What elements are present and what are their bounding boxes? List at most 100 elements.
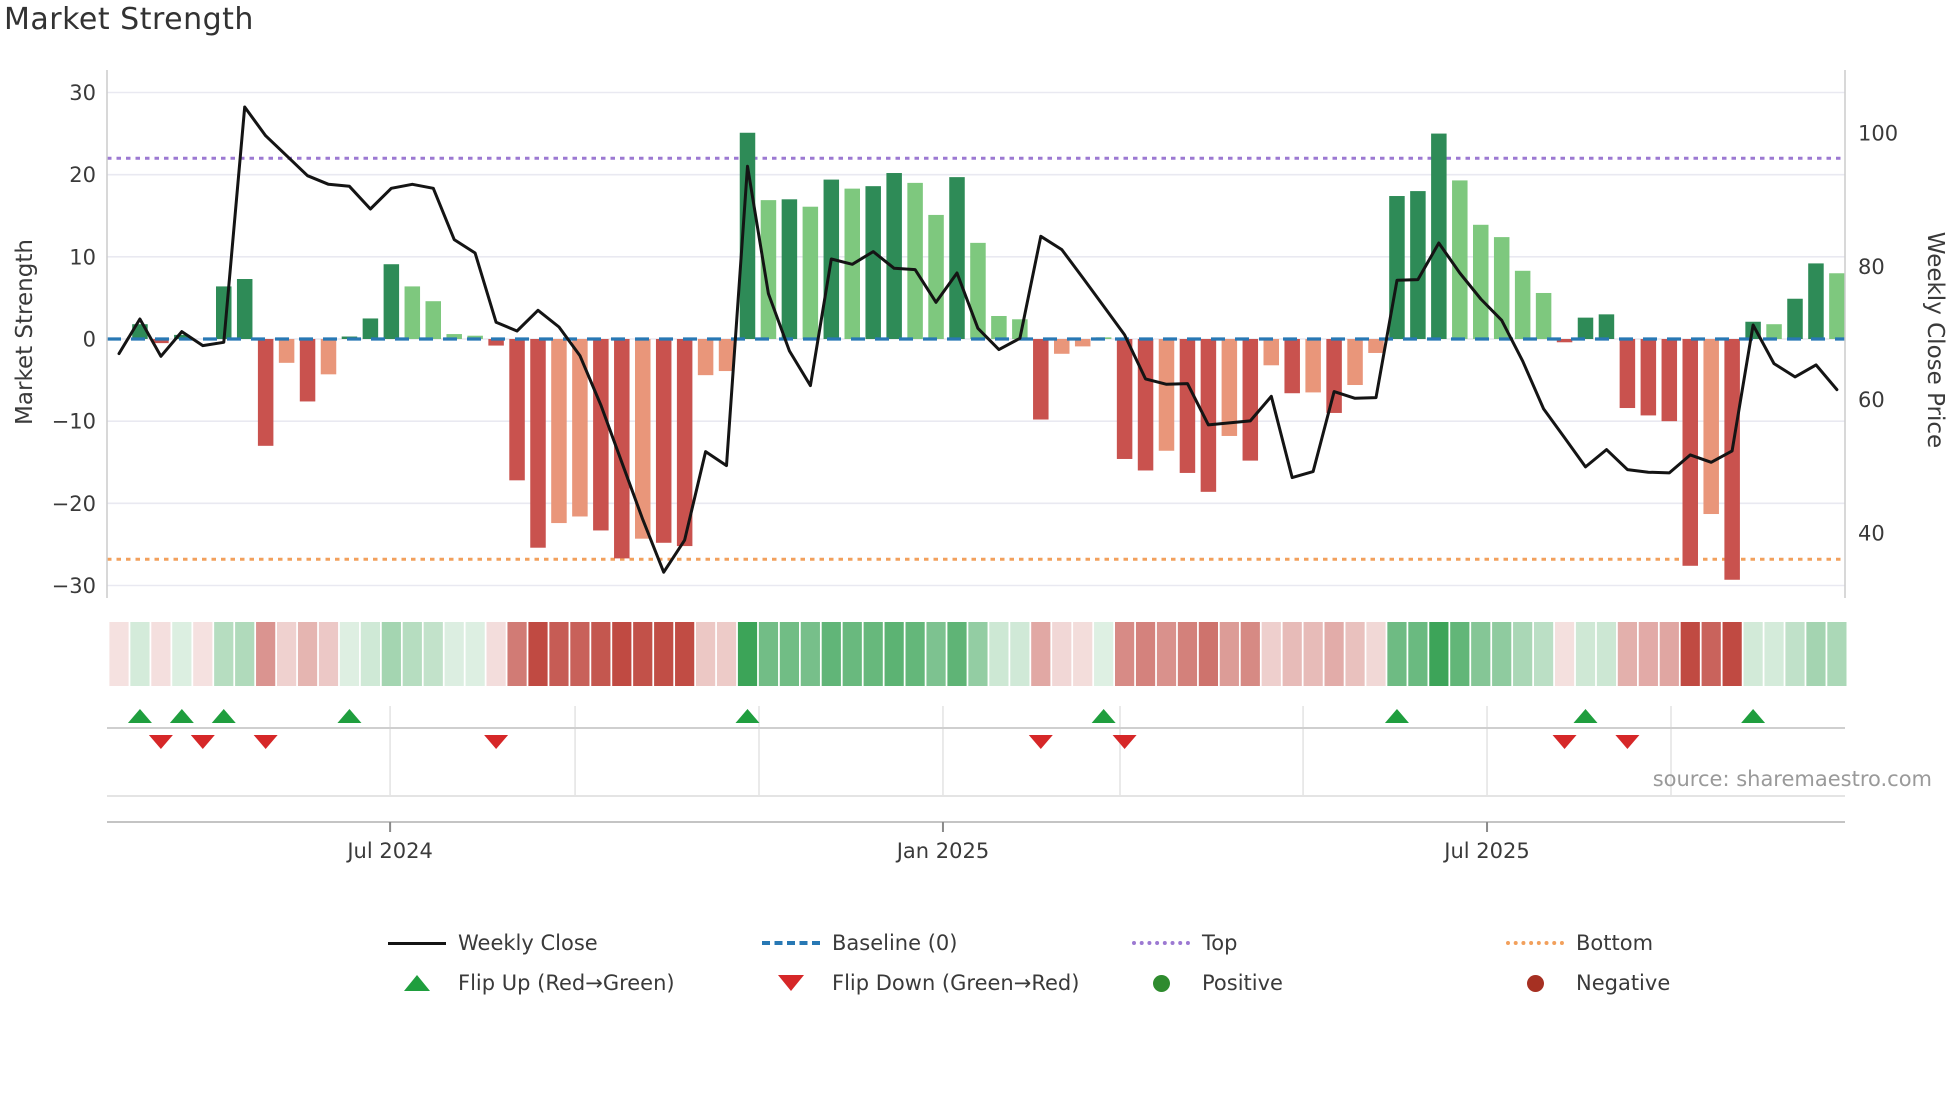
heatmap-cell: [905, 622, 925, 686]
strength-bar: [320, 339, 337, 375]
heatmap-cell: [654, 622, 674, 686]
heatmap-cell: [1031, 622, 1051, 686]
flip-up-marker: [735, 709, 760, 723]
flip-down-marker: [1615, 735, 1640, 749]
heatmap-cell: [1638, 622, 1658, 686]
heatmap-cell: [1408, 622, 1428, 686]
heatmap-cell: [1827, 622, 1847, 686]
strength-bar: [635, 339, 651, 539]
heatmap-cell: [339, 622, 360, 686]
strength-bar: [1074, 339, 1091, 347]
heatmap-cell: [1219, 622, 1239, 686]
strength-bar: [1305, 339, 1321, 393]
legend-item-baseline-0: Baseline (0): [762, 928, 957, 958]
flip-up-marker: [211, 709, 236, 723]
heatmap-cell: [1554, 622, 1575, 686]
heatmap-cell: [193, 622, 213, 686]
legend-label: Positive: [1202, 971, 1283, 995]
strength-bar: [1242, 339, 1259, 461]
flip-down-marker: [1112, 735, 1137, 749]
heatmap-cell: [402, 622, 422, 686]
strength-bar: [1368, 339, 1384, 353]
flip-down-marker: [190, 735, 215, 749]
heatmap-cell: [696, 622, 716, 686]
x-tick-label: Jul 2025: [1442, 839, 1529, 863]
left-tick-label: −20: [52, 492, 96, 516]
heatmap-cell: [1345, 622, 1365, 686]
flip-down-marker: [148, 735, 173, 749]
strength-bar: [614, 339, 630, 559]
doto-swatch-icon: [1506, 931, 1564, 955]
strength-bar: [886, 173, 902, 339]
heatmap-cell: [151, 622, 171, 686]
heatmap-cell: [716, 622, 737, 686]
dot-red-swatch-icon: [1506, 971, 1564, 995]
legend-label: Flip Up (Red→Green): [458, 971, 675, 995]
heatmap-cell: [1282, 622, 1302, 686]
legend-item-flip-down-green-red: Flip Down (Green→Red): [762, 968, 1079, 998]
flip-up-marker: [1741, 709, 1766, 723]
heatmap-cell: [633, 622, 653, 686]
heatmap-cell: [214, 622, 234, 686]
heatmap-cell: [1722, 622, 1742, 686]
left-tick-label: 10: [69, 245, 96, 269]
flip-down-marker: [484, 735, 509, 749]
heatmap-cell: [1052, 622, 1072, 686]
heatmap-cell: [758, 622, 779, 686]
strength-bar: [1452, 180, 1468, 339]
heatmap-cell: [1156, 622, 1177, 686]
tri-down-swatch-icon: [762, 971, 820, 995]
heatmap-cell: [1240, 622, 1260, 686]
strength-bar: [530, 339, 546, 548]
legend-label: Flip Down (Green→Red): [832, 971, 1080, 995]
heatmap-cell: [1743, 622, 1763, 686]
strength-bar: [236, 279, 253, 339]
heatmap-cell: [1387, 622, 1407, 686]
heatmap-cell: [737, 622, 758, 686]
line-swatch-icon: [388, 931, 446, 955]
strength-bar: [802, 206, 819, 339]
strength-bar: [509, 339, 525, 481]
heatmap-cell: [1073, 622, 1093, 686]
heatmap-cell: [863, 622, 883, 686]
strength-bar: [1703, 339, 1719, 515]
strength-bar: [425, 301, 441, 339]
heatmap-cell: [1596, 622, 1617, 686]
strength-bar: [257, 339, 274, 446]
source-text: source: sharemaestro.com: [1652, 767, 1932, 791]
heatmap-cell: [1177, 622, 1198, 686]
flip-up-marker: [169, 709, 194, 723]
strength-bar: [1661, 339, 1678, 422]
right-axis-label: Weekly Close Price: [1922, 232, 1948, 448]
right-tick-label: 40: [1858, 521, 1885, 545]
strength-bar: [718, 339, 735, 372]
heatmap-cell: [444, 622, 464, 686]
strength-bar: [865, 186, 881, 339]
heatmap-cell: [989, 622, 1009, 686]
heatmap-cell: [1324, 622, 1344, 686]
strength-bar: [1200, 339, 1217, 492]
strength-bar: [949, 177, 965, 339]
strength-bar: [1284, 339, 1300, 394]
strength-bar: [404, 286, 421, 339]
strength-bar: [153, 339, 169, 344]
heatmap-cell: [1429, 622, 1449, 686]
strength-bar: [1535, 292, 1552, 339]
strength-bar: [1326, 339, 1342, 413]
heatmap-cell: [1680, 622, 1700, 686]
strength-bar: [1054, 339, 1070, 354]
strength-bar: [1724, 339, 1740, 580]
heatmap-cell: [1534, 622, 1554, 686]
strength-bar: [1137, 339, 1154, 471]
x-tick-label: Jan 2025: [895, 839, 990, 863]
heatmap-cell: [1575, 622, 1596, 686]
heatmap-cell: [1806, 622, 1826, 686]
strength-bar: [1514, 270, 1531, 339]
heatmap-cell: [1701, 622, 1721, 686]
heatmap-cell: [486, 622, 506, 686]
legend-label: Negative: [1576, 971, 1671, 995]
heatmap-cell: [1303, 622, 1323, 686]
strength-bar: [781, 199, 798, 339]
heatmap-cell: [235, 622, 255, 686]
